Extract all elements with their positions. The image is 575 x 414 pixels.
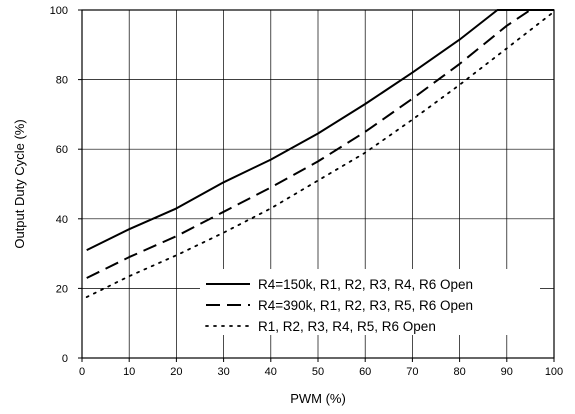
series-line-3 — [85, 10, 555, 299]
legend-box — [200, 269, 540, 335]
legend: R4=150k, R1, R2, R3, R4, R6 Open R4=390k,… — [200, 269, 540, 335]
series-line-2 — [86, 9, 554, 279]
x-axis-label: PWM (%) — [290, 391, 346, 406]
x-tick-label: 20 — [170, 366, 182, 378]
x-tick-label: 10 — [123, 366, 135, 378]
legend-label-1: R4=150k, R1, R2, R3, R4, R6 Open — [258, 277, 473, 292]
y-tick-label: 40 — [56, 214, 68, 226]
x-tick-label: 50 — [312, 366, 324, 378]
series-lines — [85, 9, 555, 299]
x-tick-label: 80 — [453, 366, 465, 378]
x-tick-label: 90 — [501, 366, 513, 378]
y-tick-label: 0 — [62, 353, 68, 365]
y-axis-label: Output Duty Cycle (%) — [12, 119, 27, 248]
x-tick-label: 60 — [359, 366, 371, 378]
legend-label-3: R1, R2, R3, R4, R5, R6 Open — [258, 319, 436, 334]
x-tick-label: 30 — [217, 366, 229, 378]
y-tick-label: 60 — [56, 144, 68, 156]
x-tick-label: 0 — [79, 366, 85, 378]
x-tick-label: 70 — [406, 366, 418, 378]
x-axis: 0 10 20 30 40 50 60 70 80 90 100 — [79, 358, 563, 378]
y-tick-label: 20 — [56, 283, 68, 295]
y-tick-label: 80 — [56, 75, 68, 87]
y-tick-label: 100 — [50, 5, 68, 17]
legend-label-2: R4=390k, R1, R2, R3, R5, R6 Open — [258, 298, 473, 313]
x-tick-label: 40 — [265, 366, 277, 378]
x-tick-label: 100 — [545, 366, 563, 378]
series-line-1 — [86, 9, 554, 251]
y-axis: 0 20 40 60 80 100 — [50, 5, 82, 365]
